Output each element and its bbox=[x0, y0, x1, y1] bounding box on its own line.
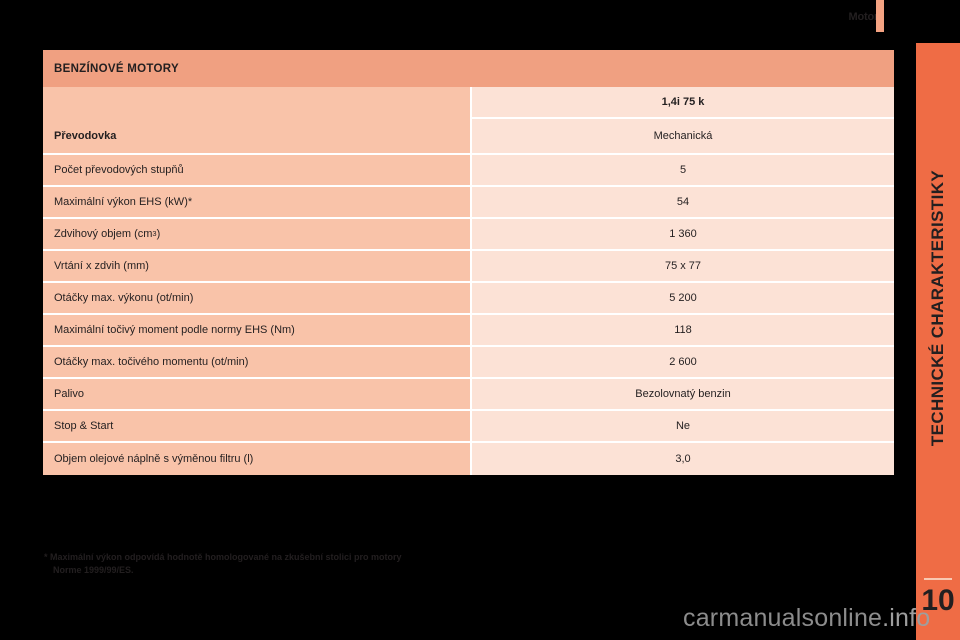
footnote-line-2: Norme 1999/99/ES. bbox=[53, 565, 134, 576]
watermark: carmanualsonline.info bbox=[683, 604, 930, 633]
row-label: Vrtání x zdvih (mm) bbox=[43, 251, 470, 283]
table-row: Maximální točivý moment podle normy EHS … bbox=[43, 315, 894, 347]
page-header: Motory bbox=[0, 0, 894, 33]
row-label: Maximální výkon EHS (kW)* bbox=[43, 187, 470, 219]
row-label: Počet převodových stupňů bbox=[43, 155, 470, 187]
table-row: Otáčky max. točivého momentu (ot/min) 2 … bbox=[43, 347, 894, 379]
row-label: Převodovka bbox=[43, 119, 470, 155]
row-label: Maximální točivý moment podle normy EHS … bbox=[43, 315, 470, 347]
row-label: Zdvihový objem (cm 3) bbox=[43, 219, 470, 251]
row-value: 54 bbox=[470, 187, 894, 219]
row-label: Stop & Start bbox=[43, 411, 470, 443]
watermark-suffix: .info bbox=[882, 604, 931, 632]
chapter-side-tab-labelbox: TECHNICKÉ CHARAKTERISTIKY bbox=[916, 43, 960, 573]
engine-header-value: 1,4i 75 k bbox=[470, 87, 894, 119]
row-label: Otáčky max. točivého momentu (ot/min) bbox=[43, 347, 470, 379]
row-value: 5 200 bbox=[470, 283, 894, 315]
header-divider-rule bbox=[0, 31, 894, 33]
watermark-main: carmanualsonline bbox=[683, 604, 883, 632]
table-title: BENZÍNOVÉ MOTORY bbox=[54, 62, 179, 75]
engine-spec-table: BENZÍNOVÉ MOTORY 1,4i 75 k Převodovka Me… bbox=[43, 50, 894, 475]
chapter-title: TECHNICKÉ CHARAKTERISTIKY bbox=[928, 169, 947, 447]
chapter-number: 10 bbox=[921, 584, 955, 617]
row-value: 3,0 bbox=[470, 443, 894, 475]
row-value: 2 600 bbox=[470, 347, 894, 379]
chapter-divider bbox=[924, 578, 952, 580]
row-value: 1 360 bbox=[470, 219, 894, 251]
row-label: Objem olejové náplně s výměnou filtru (l… bbox=[43, 443, 470, 475]
row-label: Palivo bbox=[43, 379, 470, 411]
table-row: Objem olejové náplně s výměnou filtru (l… bbox=[43, 443, 894, 475]
table-row: Zdvihový objem (cm 3) 1 360 bbox=[43, 219, 894, 251]
table-row: Palivo Bezolovnatý benzin bbox=[43, 379, 894, 411]
row-value: Mechanická bbox=[470, 119, 894, 155]
row-value: 118 bbox=[470, 315, 894, 347]
row-value: 75 x 77 bbox=[470, 251, 894, 283]
table-row: Maximální výkon EHS (kW)* 54 bbox=[43, 187, 894, 219]
page-header-title: Motory bbox=[848, 11, 885, 23]
table-title-row: BENZÍNOVÉ MOTORY bbox=[43, 50, 894, 87]
table-row: Otáčky max. výkonu (ot/min) 5 200 bbox=[43, 283, 894, 315]
table-row: Vrtání x zdvih (mm) 75 x 77 bbox=[43, 251, 894, 283]
header-accent-tick bbox=[876, 0, 884, 32]
table-row-engine-header: 1,4i 75 k bbox=[43, 87, 894, 119]
row-label: Otáčky max. výkonu (ot/min) bbox=[43, 283, 470, 315]
row-value: 5 bbox=[470, 155, 894, 187]
chapter-side-tab: TECHNICKÉ CHARAKTERISTIKY 10 bbox=[916, 43, 960, 640]
footnote-line-1: * Maximální výkon odpovídá hodnotě homol… bbox=[44, 552, 402, 562]
engine-header-label bbox=[43, 87, 470, 119]
row-value: Bezolovnatý benzin bbox=[470, 379, 894, 411]
table-row: Počet převodových stupňů 5 bbox=[43, 155, 894, 187]
table-row: Stop & Start Ne bbox=[43, 411, 894, 443]
table-row: Převodovka Mechanická bbox=[43, 119, 894, 155]
row-value: Ne bbox=[470, 411, 894, 443]
footnote: * Maximální výkon odpovídá hodnotě homol… bbox=[44, 551, 884, 577]
